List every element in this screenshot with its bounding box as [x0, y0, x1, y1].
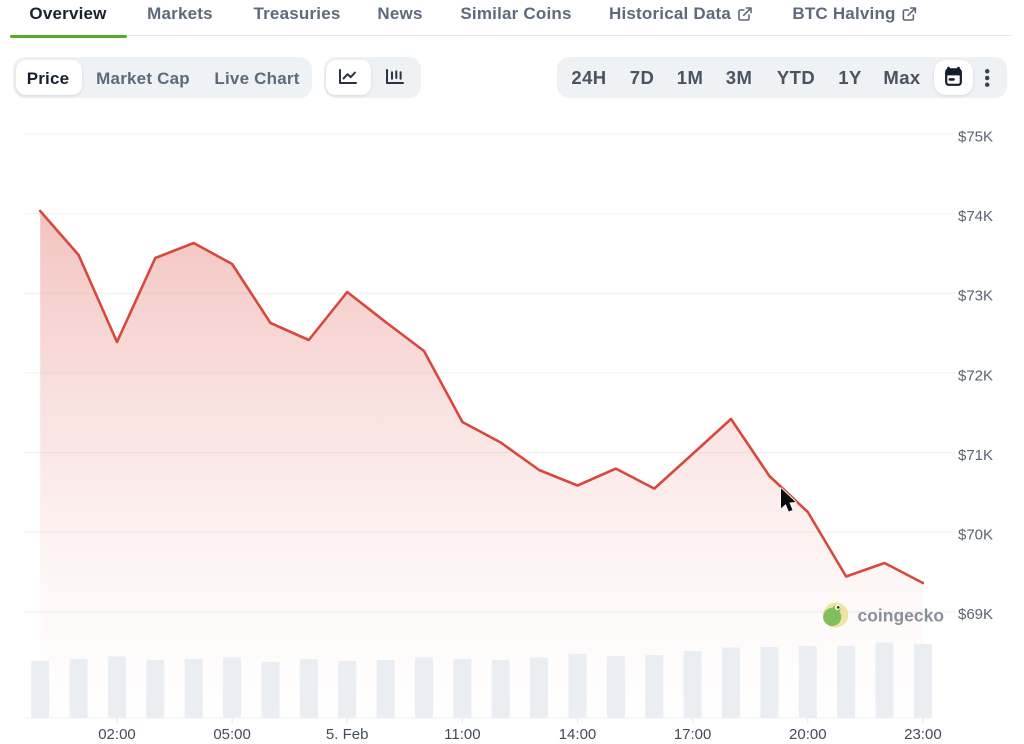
svg-text:20:00: 20:00: [789, 726, 827, 743]
svg-text:11:00: 11:00: [444, 726, 480, 743]
svg-text:$72K: $72K: [958, 367, 993, 384]
svg-text:02:00: 02:00: [98, 726, 136, 743]
svg-text:17:00: 17:00: [674, 726, 712, 743]
svg-text:5. Feb: 5. Feb: [326, 726, 369, 743]
svg-text:14:00: 14:00: [559, 726, 597, 743]
svg-text:$74K: $74K: [958, 208, 993, 225]
svg-text:$75K: $75K: [958, 128, 993, 145]
svg-text:$73K: $73K: [958, 288, 993, 305]
svg-text:05:00: 05:00: [213, 726, 251, 743]
svg-text:$70K: $70K: [958, 527, 993, 544]
svg-text:23:00: 23:00: [904, 726, 942, 743]
svg-text:$69K: $69K: [958, 606, 993, 623]
svg-text:$71K: $71K: [958, 447, 993, 464]
svg-text:coingecko: coingecko: [858, 606, 945, 626]
